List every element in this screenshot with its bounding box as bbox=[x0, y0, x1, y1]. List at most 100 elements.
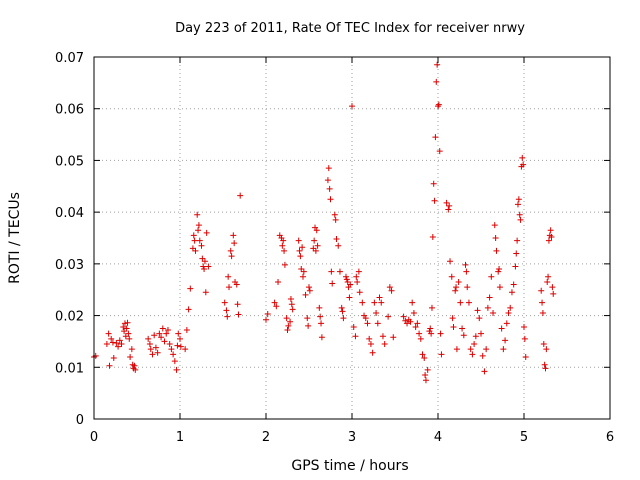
y-tick-label: 0.02 bbox=[55, 310, 84, 325]
data-point bbox=[297, 253, 304, 260]
data-point bbox=[367, 341, 374, 348]
data-point bbox=[379, 333, 386, 340]
data-point bbox=[200, 263, 207, 270]
data-point bbox=[540, 341, 547, 348]
data-point bbox=[336, 268, 343, 275]
data-point bbox=[326, 185, 333, 192]
y-tick-label: 0.03 bbox=[55, 258, 84, 273]
data-point bbox=[359, 299, 366, 306]
data-point bbox=[342, 273, 349, 280]
data-point bbox=[388, 287, 395, 294]
data-point bbox=[164, 327, 171, 334]
data-point bbox=[221, 299, 228, 306]
data-point bbox=[123, 325, 130, 332]
data-point bbox=[538, 287, 545, 294]
data-point bbox=[496, 266, 503, 273]
data-point bbox=[338, 304, 345, 311]
data-point bbox=[376, 294, 383, 301]
data-point bbox=[449, 315, 456, 322]
data-point bbox=[491, 222, 498, 229]
data-point bbox=[422, 377, 429, 384]
data-point bbox=[445, 206, 452, 213]
data-point bbox=[149, 351, 156, 358]
data-point bbox=[435, 101, 442, 108]
data-point bbox=[305, 322, 312, 329]
data-point bbox=[505, 309, 512, 316]
data-point bbox=[385, 313, 392, 320]
data-point bbox=[371, 299, 378, 306]
data-point bbox=[284, 327, 291, 334]
data-point bbox=[507, 304, 514, 311]
data-point bbox=[514, 201, 521, 208]
data-point bbox=[103, 341, 110, 348]
data-point bbox=[343, 276, 350, 283]
data-points bbox=[91, 61, 557, 384]
x-tick-label: 0 bbox=[90, 430, 98, 445]
data-point bbox=[224, 313, 231, 320]
data-point bbox=[271, 299, 278, 306]
data-point bbox=[407, 318, 414, 325]
data-point bbox=[481, 368, 488, 375]
data-point bbox=[419, 351, 426, 358]
data-point bbox=[381, 341, 388, 348]
data-point bbox=[191, 237, 198, 244]
data-point bbox=[490, 309, 497, 316]
data-point bbox=[280, 237, 287, 244]
data-point bbox=[170, 351, 177, 358]
data-point bbox=[517, 216, 524, 223]
data-point bbox=[279, 242, 286, 249]
data-point bbox=[115, 343, 122, 350]
data-point bbox=[146, 341, 153, 348]
data-point bbox=[409, 299, 416, 306]
data-point bbox=[287, 296, 294, 303]
data-point bbox=[228, 253, 235, 260]
data-point bbox=[521, 323, 527, 330]
data-point bbox=[201, 266, 208, 273]
data-point bbox=[373, 309, 380, 316]
data-point bbox=[462, 261, 469, 268]
data-point bbox=[313, 227, 320, 234]
y-tick-label: 0.04 bbox=[55, 206, 84, 221]
data-point bbox=[203, 229, 210, 236]
data-point bbox=[158, 334, 165, 341]
data-point bbox=[503, 320, 510, 327]
data-point bbox=[453, 284, 460, 291]
data-point bbox=[488, 273, 495, 280]
data-point bbox=[437, 330, 444, 337]
data-point bbox=[355, 268, 362, 275]
data-point bbox=[147, 346, 154, 353]
data-point bbox=[152, 344, 159, 351]
data-point bbox=[234, 301, 241, 308]
data-point bbox=[541, 361, 548, 368]
data-point bbox=[145, 335, 152, 342]
data-point bbox=[190, 232, 197, 239]
data-point bbox=[542, 365, 549, 372]
data-point bbox=[502, 337, 509, 344]
data-point bbox=[318, 320, 325, 327]
data-point bbox=[422, 372, 429, 379]
data-point bbox=[175, 330, 182, 337]
data-point bbox=[116, 337, 123, 344]
data-point bbox=[515, 196, 522, 203]
data-point bbox=[113, 339, 120, 346]
data-point bbox=[324, 177, 331, 184]
data-point bbox=[547, 227, 554, 234]
data-point bbox=[390, 334, 397, 341]
data-point bbox=[233, 281, 240, 288]
data-point bbox=[223, 307, 230, 314]
data-point bbox=[378, 299, 385, 306]
data-point bbox=[354, 278, 361, 285]
data-point bbox=[516, 211, 523, 218]
data-point bbox=[457, 299, 464, 306]
data-point bbox=[346, 294, 353, 301]
x-tick-label: 6 bbox=[606, 430, 614, 445]
data-point bbox=[400, 313, 407, 320]
data-point bbox=[127, 353, 134, 360]
data-point bbox=[316, 304, 323, 311]
data-point bbox=[192, 247, 199, 254]
data-point bbox=[453, 346, 460, 353]
data-point bbox=[159, 325, 166, 332]
x-tick-label: 4 bbox=[434, 430, 442, 445]
data-point bbox=[469, 351, 476, 358]
